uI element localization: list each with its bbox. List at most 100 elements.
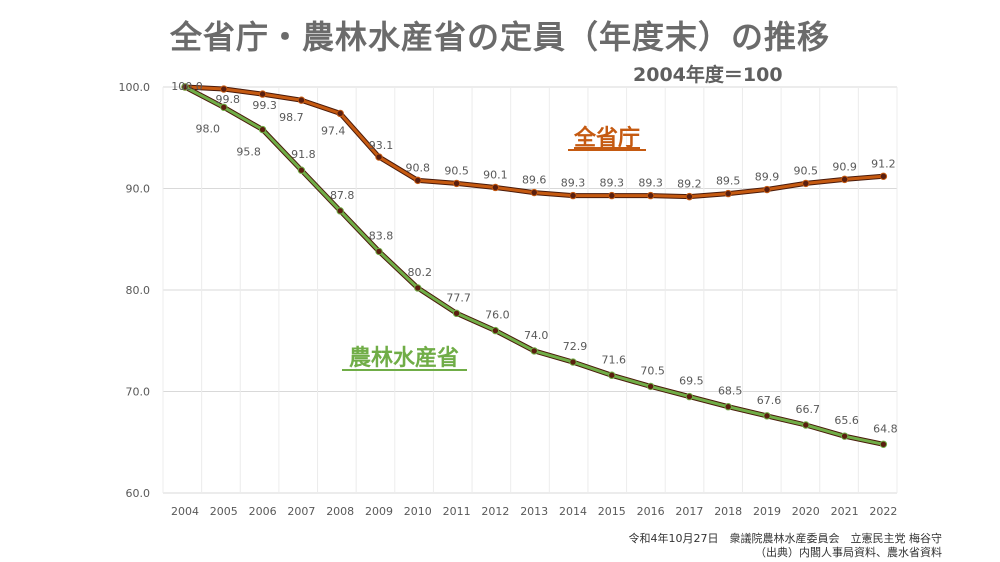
data-point-all-ministries: [685, 192, 694, 201]
x-tick-label: 2013: [520, 505, 548, 518]
chart-title: 全省庁・農林水産省の定員（年度末）の推移: [169, 18, 830, 56]
data-point-maff: [297, 166, 306, 174]
data-point-maff: [724, 403, 732, 411]
x-tick-label: 2012: [481, 505, 509, 518]
data-point-all-ministries: [646, 191, 655, 200]
data-point-maff: [258, 125, 267, 134]
chart-subtitle: 2004年度＝100: [633, 64, 783, 86]
series-name-all-ministries: 全省庁: [573, 125, 640, 151]
x-tick-label: 2022: [869, 505, 897, 518]
data-point-maff: [336, 207, 344, 215]
data-label-all-ministries: 97.4: [321, 124, 346, 137]
data-label-all-ministries: 93.1: [369, 139, 394, 152]
data-label-maff: 72.9: [563, 340, 588, 353]
data-point-maff: [840, 432, 849, 440]
data-label-all-ministries: 89.3: [638, 177, 663, 190]
x-tick-label: 2010: [404, 505, 432, 518]
data-point-all-ministries: [220, 85, 228, 93]
data-label-all-ministries: 90.5: [444, 164, 469, 177]
data-label-all-ministries: 89.3: [561, 177, 586, 190]
series-line-outline-maff: [182, 84, 886, 447]
y-tick-label: 100.0: [119, 81, 151, 94]
data-point-maff: [879, 440, 888, 448]
x-tick-label: 2014: [559, 505, 587, 518]
data-point-all-ministries: [802, 179, 810, 188]
data-label-all-ministries: 89.3: [600, 177, 625, 190]
x-tick-label: 2007: [287, 505, 315, 518]
data-point-maff: [763, 412, 771, 420]
x-tick-label: 2004: [171, 505, 199, 518]
data-point-all-ministries: [491, 183, 500, 192]
y-tick-label: 70.0: [126, 386, 151, 399]
data-label-all-ministries: 90.1: [483, 168, 508, 181]
data-label-all-ministries: 90.8: [406, 161, 431, 174]
data-label-maff: 69.5: [679, 375, 704, 388]
data-label-all-ministries: 99.8: [216, 93, 241, 106]
x-tick-label: 2018: [714, 505, 742, 518]
data-label-all-ministries: 100.0: [171, 80, 203, 93]
data-point-all-ministries: [336, 109, 344, 118]
data-label-maff: 91.8: [291, 148, 316, 161]
data-point-all-ministries: [452, 179, 461, 188]
data-point-all-ministries: [840, 175, 849, 184]
data-point-maff: [181, 83, 189, 91]
series-layer: [181, 83, 888, 448]
data-point-all-ministries: [414, 176, 422, 185]
data-point-maff: [685, 392, 694, 401]
data-point-all-ministries: [724, 189, 732, 198]
x-tick-label: 2011: [443, 505, 471, 518]
data-label-all-ministries: 90.9: [832, 160, 857, 173]
x-tick-label: 2021: [831, 505, 859, 518]
data-label-maff: 70.5: [640, 364, 665, 377]
data-point-maff: [491, 326, 500, 335]
y-tick-label: 80.0: [126, 284, 151, 297]
data-point-maff: [414, 284, 422, 292]
data-label-maff: 83.8: [369, 229, 394, 242]
y-tick-label: 90.0: [126, 183, 151, 196]
data-label-maff: 65.6: [834, 414, 859, 427]
x-tick-label: 2006: [249, 505, 277, 518]
data-label-maff: 76.0: [485, 309, 510, 322]
data-point-all-ministries: [879, 172, 888, 181]
data-label-maff: 66.7: [796, 403, 821, 416]
x-tick-label: 2017: [675, 505, 703, 518]
data-label-maff: 77.7: [446, 291, 471, 304]
data-label-maff: 64.8: [873, 422, 898, 435]
data-label-maff: 74.0: [524, 329, 549, 342]
data-point-all-ministries: [530, 188, 538, 197]
data-point-maff: [646, 382, 655, 391]
x-tick-label: 2005: [210, 505, 238, 518]
data-point-maff: [220, 103, 228, 112]
data-label-maff: 67.6: [757, 394, 782, 407]
data-point-maff: [530, 347, 538, 355]
data-label-all-ministries: 98.7: [279, 111, 304, 124]
data-point-maff: [802, 421, 810, 429]
data-label-maff: 87.8: [330, 189, 355, 202]
data-point-all-ministries: [608, 191, 616, 200]
data-point-all-ministries: [763, 185, 771, 194]
x-tick-label: 2020: [792, 505, 820, 518]
data-point-all-ministries: [258, 90, 267, 98]
data-point-all-ministries: [375, 153, 383, 161]
data-label-all-ministries: 89.9: [755, 171, 780, 184]
data-label-all-ministries: 90.5: [794, 164, 819, 177]
data-label-all-ministries: 91.2: [871, 157, 896, 170]
data-point-maff: [452, 309, 461, 318]
data-label-all-ministries: 89.6: [522, 174, 547, 187]
x-tick-label: 2009: [365, 505, 393, 518]
data-label-all-ministries: 89.5: [716, 175, 741, 188]
data-label-maff: 95.8: [236, 146, 261, 159]
data-label-maff: 68.5: [718, 385, 743, 398]
x-tick-label: 2016: [637, 505, 665, 518]
data-point-all-ministries: [569, 191, 577, 200]
data-point-maff: [608, 371, 616, 379]
y-axis: 60.0 70.0 80.0 90.0 100.0: [119, 81, 151, 500]
data-point-maff: [375, 247, 383, 256]
data-point-maff: [569, 358, 577, 366]
grid: [162, 86, 898, 494]
data-label-maff: 98.0: [196, 122, 221, 135]
data-labels: 100.0 99.8 99.398.7 97.4 93.1 90.8 90.5 90.1 89.…: [171, 80, 897, 435]
data-label-all-ministries: 99.3: [252, 99, 277, 112]
